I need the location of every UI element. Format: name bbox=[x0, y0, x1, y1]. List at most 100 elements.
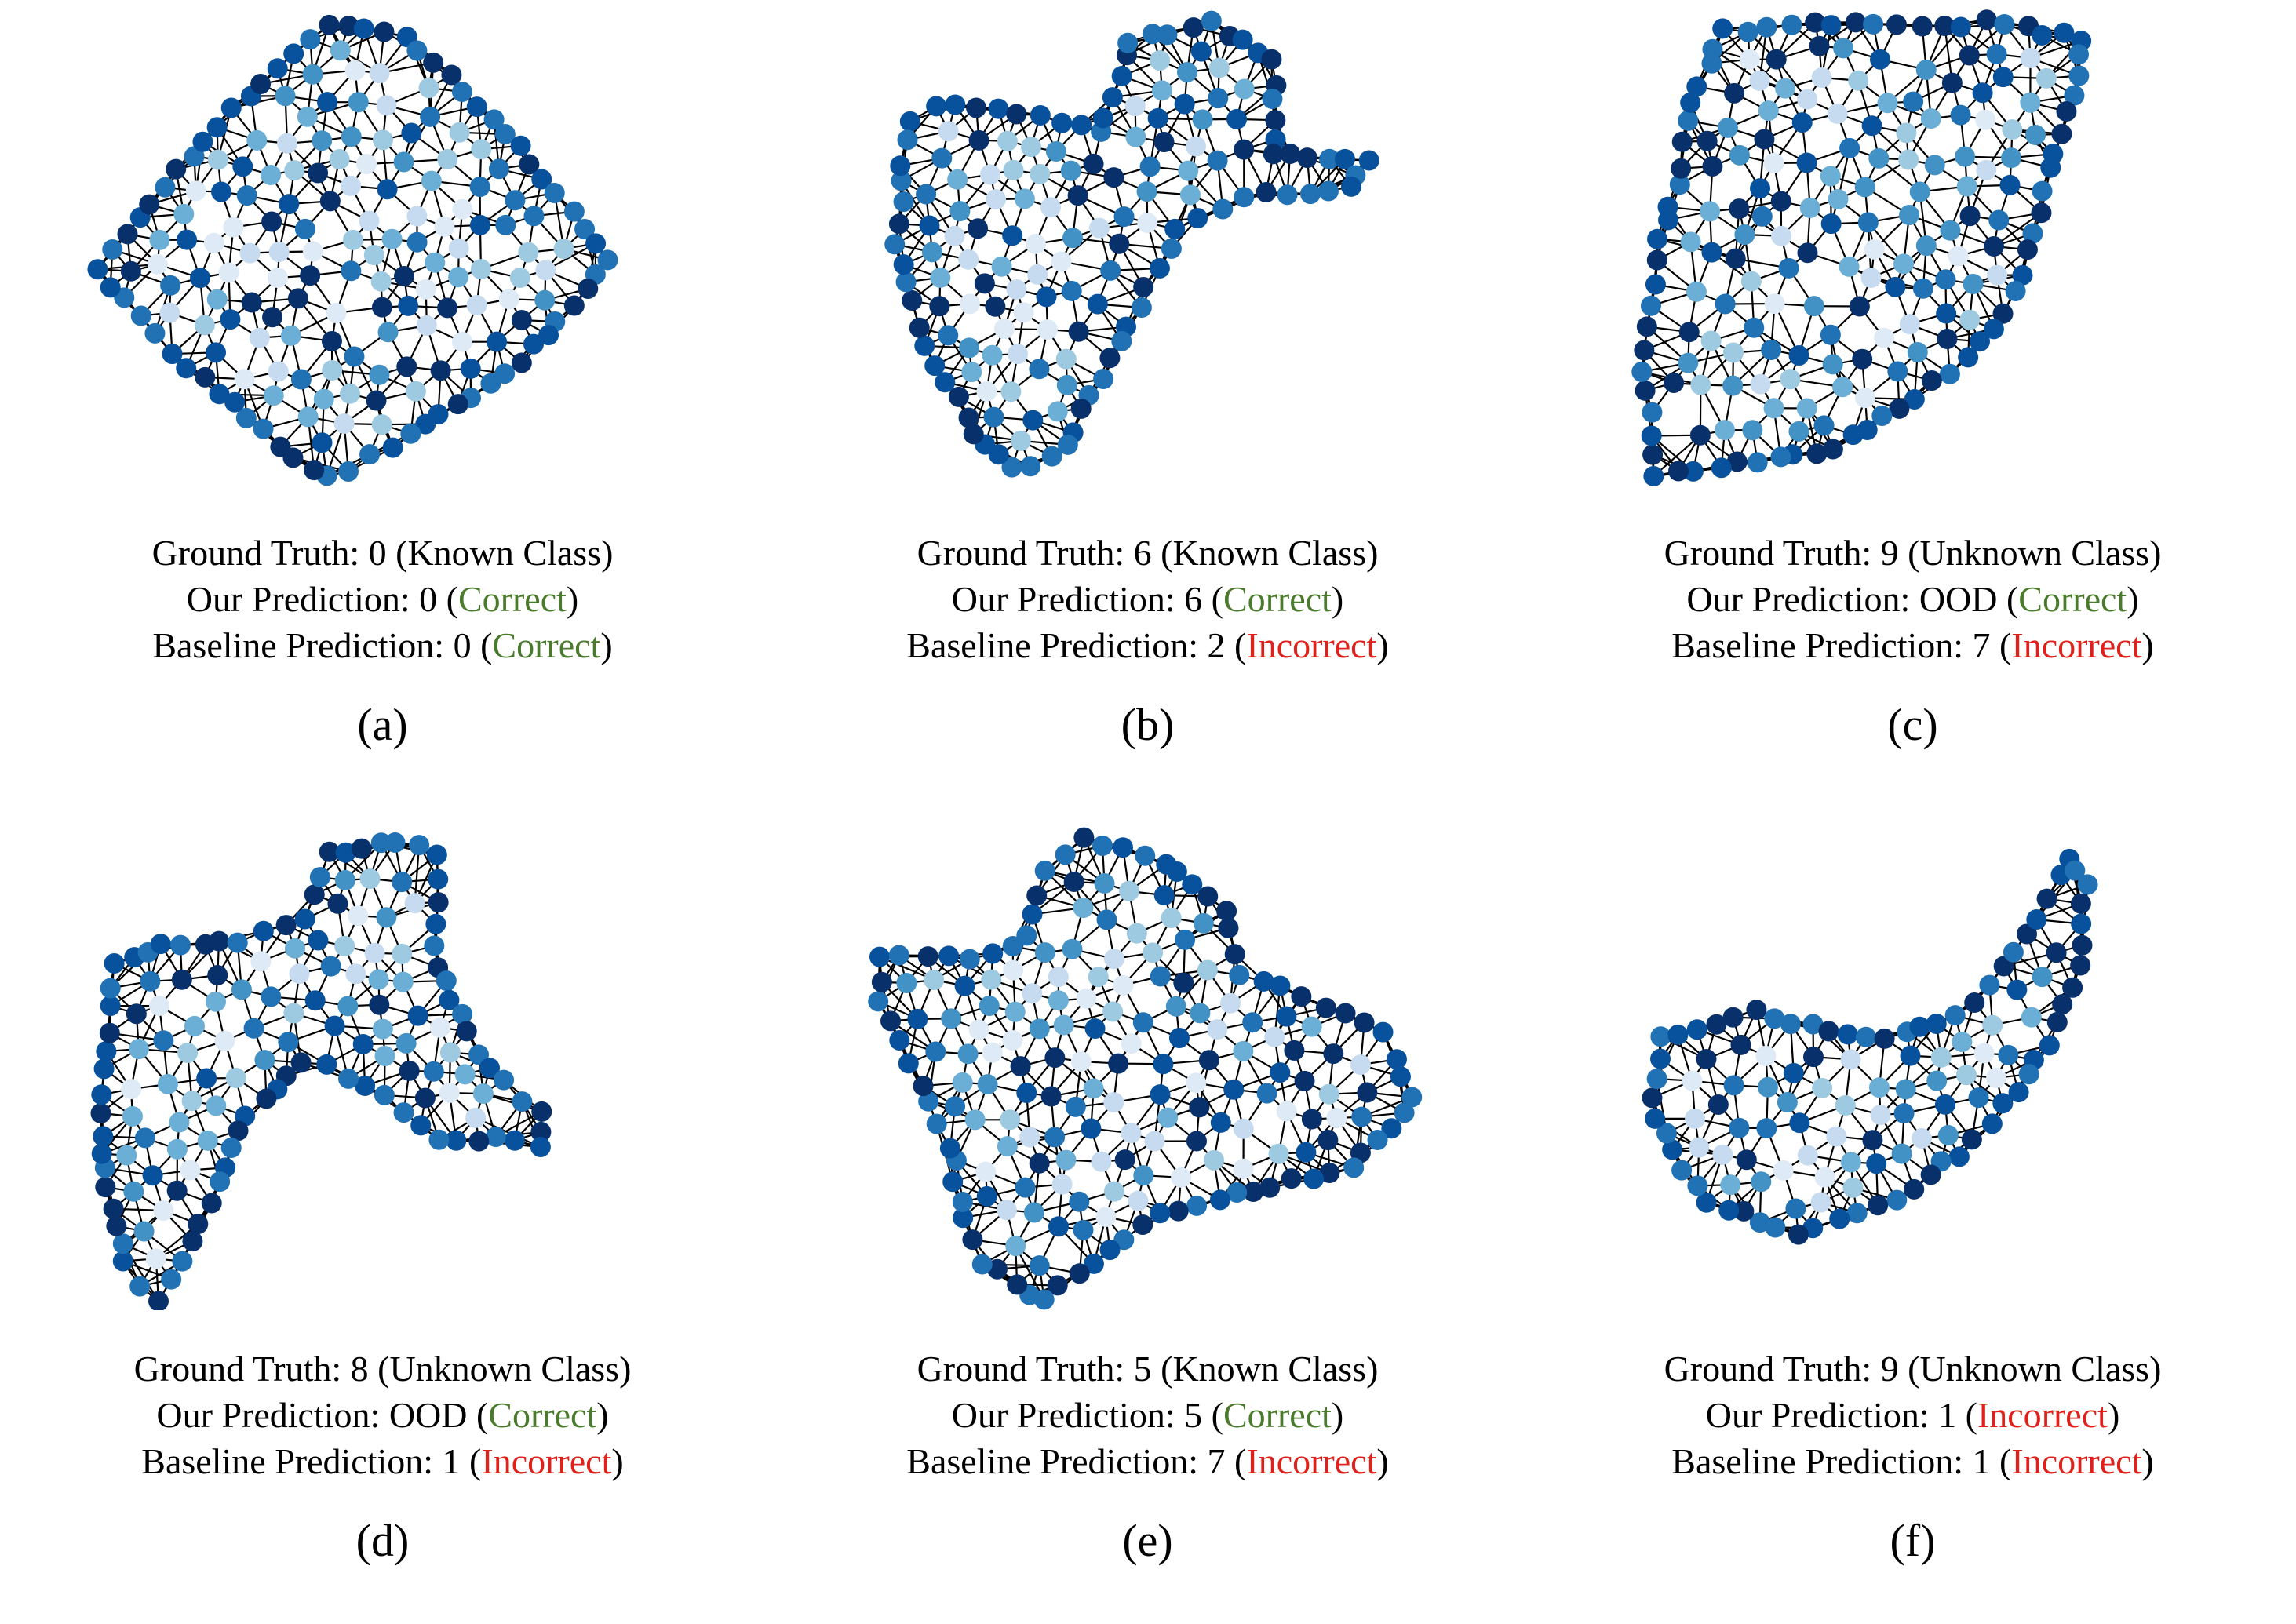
close-paren: ) bbox=[2141, 625, 2153, 665]
graph-node bbox=[1846, 12, 1866, 32]
graph-node bbox=[383, 438, 403, 458]
graph-node bbox=[1863, 14, 1883, 35]
graph-node bbox=[1788, 1225, 1809, 1245]
graph-node bbox=[2000, 175, 2021, 195]
graph-node bbox=[374, 22, 395, 42]
graph-node bbox=[1770, 446, 1791, 467]
graph-node bbox=[1634, 340, 1654, 361]
graph-node bbox=[1701, 242, 1722, 263]
graph-node bbox=[334, 936, 355, 956]
graph-node bbox=[1357, 1082, 1377, 1102]
graph-node bbox=[977, 1186, 997, 1207]
graph-node bbox=[250, 74, 271, 94]
graph-node bbox=[320, 191, 341, 211]
graph-node bbox=[354, 18, 374, 38]
graph-node bbox=[1973, 82, 1993, 103]
graph-node bbox=[232, 156, 253, 177]
graph-node bbox=[129, 1276, 150, 1297]
graph-node bbox=[1686, 282, 1707, 302]
graph-node bbox=[428, 892, 449, 912]
graph-node bbox=[1022, 983, 1042, 1003]
graph-node bbox=[1225, 944, 1245, 964]
graph-node bbox=[1125, 127, 1146, 147]
graph-node bbox=[394, 1102, 414, 1123]
graph-node bbox=[1979, 975, 1999, 996]
graph-node bbox=[1715, 293, 1736, 314]
ground-truth-line: Ground Truth: 0 (Known Class) bbox=[0, 530, 765, 576]
graph-node bbox=[1089, 218, 1110, 239]
graph-node bbox=[1812, 67, 1832, 88]
graph-node bbox=[366, 391, 387, 411]
caption-d: Ground Truth: 8 (Unknown Class) Our Pred… bbox=[0, 1345, 765, 1484]
graph-node bbox=[220, 309, 240, 330]
graph-node bbox=[316, 1054, 337, 1075]
graph-node bbox=[1055, 844, 1076, 865]
graph-node bbox=[1886, 1190, 1907, 1211]
graph-node bbox=[180, 1160, 200, 1180]
graph-node bbox=[1848, 71, 1868, 91]
graph-node bbox=[396, 356, 417, 377]
graph-node bbox=[966, 97, 986, 118]
graph-node bbox=[564, 202, 585, 222]
graph-node bbox=[1084, 1078, 1104, 1098]
graph-node bbox=[505, 190, 525, 210]
graph-node bbox=[914, 336, 935, 356]
graph-node bbox=[237, 185, 257, 206]
graph-node bbox=[965, 1109, 986, 1130]
graph-node bbox=[1775, 78, 1795, 99]
graph-node bbox=[1207, 1019, 1227, 1040]
graph-node bbox=[393, 972, 414, 992]
graph-node bbox=[953, 1072, 973, 1093]
graph-node bbox=[278, 1032, 298, 1052]
graph-node bbox=[2052, 994, 2072, 1014]
graph-node bbox=[1949, 1146, 1970, 1167]
graph-node bbox=[1132, 1214, 1153, 1235]
graph-node bbox=[896, 271, 917, 292]
our-prediction-status: Correct bbox=[1223, 579, 1332, 619]
graph-node bbox=[1850, 297, 1870, 317]
graph-node bbox=[1809, 36, 1830, 56]
graph-node bbox=[1003, 960, 1023, 981]
graph-node bbox=[398, 296, 418, 316]
graph-node bbox=[406, 40, 427, 60]
graph-node bbox=[1019, 1127, 1040, 1147]
graph-node bbox=[1152, 80, 1172, 100]
graph-node bbox=[295, 219, 315, 239]
graph-node bbox=[1843, 424, 1864, 445]
graph-node bbox=[1868, 148, 1889, 169]
graph-node bbox=[337, 996, 358, 1016]
graph-node bbox=[1685, 1109, 1705, 1129]
graph-node bbox=[1133, 1012, 1153, 1032]
caption-c: Ground Truth: 9 (Unknown Class) Our Pred… bbox=[1530, 530, 2295, 668]
graph-node bbox=[1064, 872, 1084, 892]
graph-node bbox=[113, 1233, 133, 1254]
graph-node bbox=[1117, 33, 1138, 53]
graph-node bbox=[1758, 1077, 1778, 1098]
graph-node bbox=[1976, 160, 1996, 180]
graph-node bbox=[1257, 1083, 1277, 1104]
graph-node bbox=[1818, 1021, 1839, 1041]
graph-node bbox=[1877, 93, 1897, 113]
graph-node bbox=[1062, 228, 1083, 248]
graph-node bbox=[1679, 322, 1700, 342]
panel-tag-f: (f) bbox=[1530, 1514, 2295, 1567]
graph-node bbox=[1073, 898, 1093, 918]
graph-node bbox=[1016, 925, 1037, 945]
graph-node bbox=[1765, 293, 1785, 314]
graph-node bbox=[925, 1042, 946, 1062]
graph-node bbox=[256, 1088, 276, 1109]
graph-node bbox=[1201, 11, 1222, 31]
graph-node bbox=[341, 176, 361, 196]
graph-node bbox=[246, 130, 267, 151]
graph-node bbox=[1148, 108, 1168, 129]
graph-node bbox=[1945, 1005, 1966, 1025]
graph-node bbox=[1868, 1195, 1888, 1215]
close-paren: ) bbox=[2108, 1395, 2119, 1435]
graph-node bbox=[1712, 1145, 1733, 1165]
graph-node bbox=[1193, 109, 1213, 129]
graph-node bbox=[997, 1136, 1018, 1156]
graph-node bbox=[2032, 967, 2053, 987]
graph-node bbox=[2001, 147, 2021, 168]
graph-node bbox=[91, 1103, 111, 1123]
graph-node bbox=[1390, 1066, 1411, 1087]
